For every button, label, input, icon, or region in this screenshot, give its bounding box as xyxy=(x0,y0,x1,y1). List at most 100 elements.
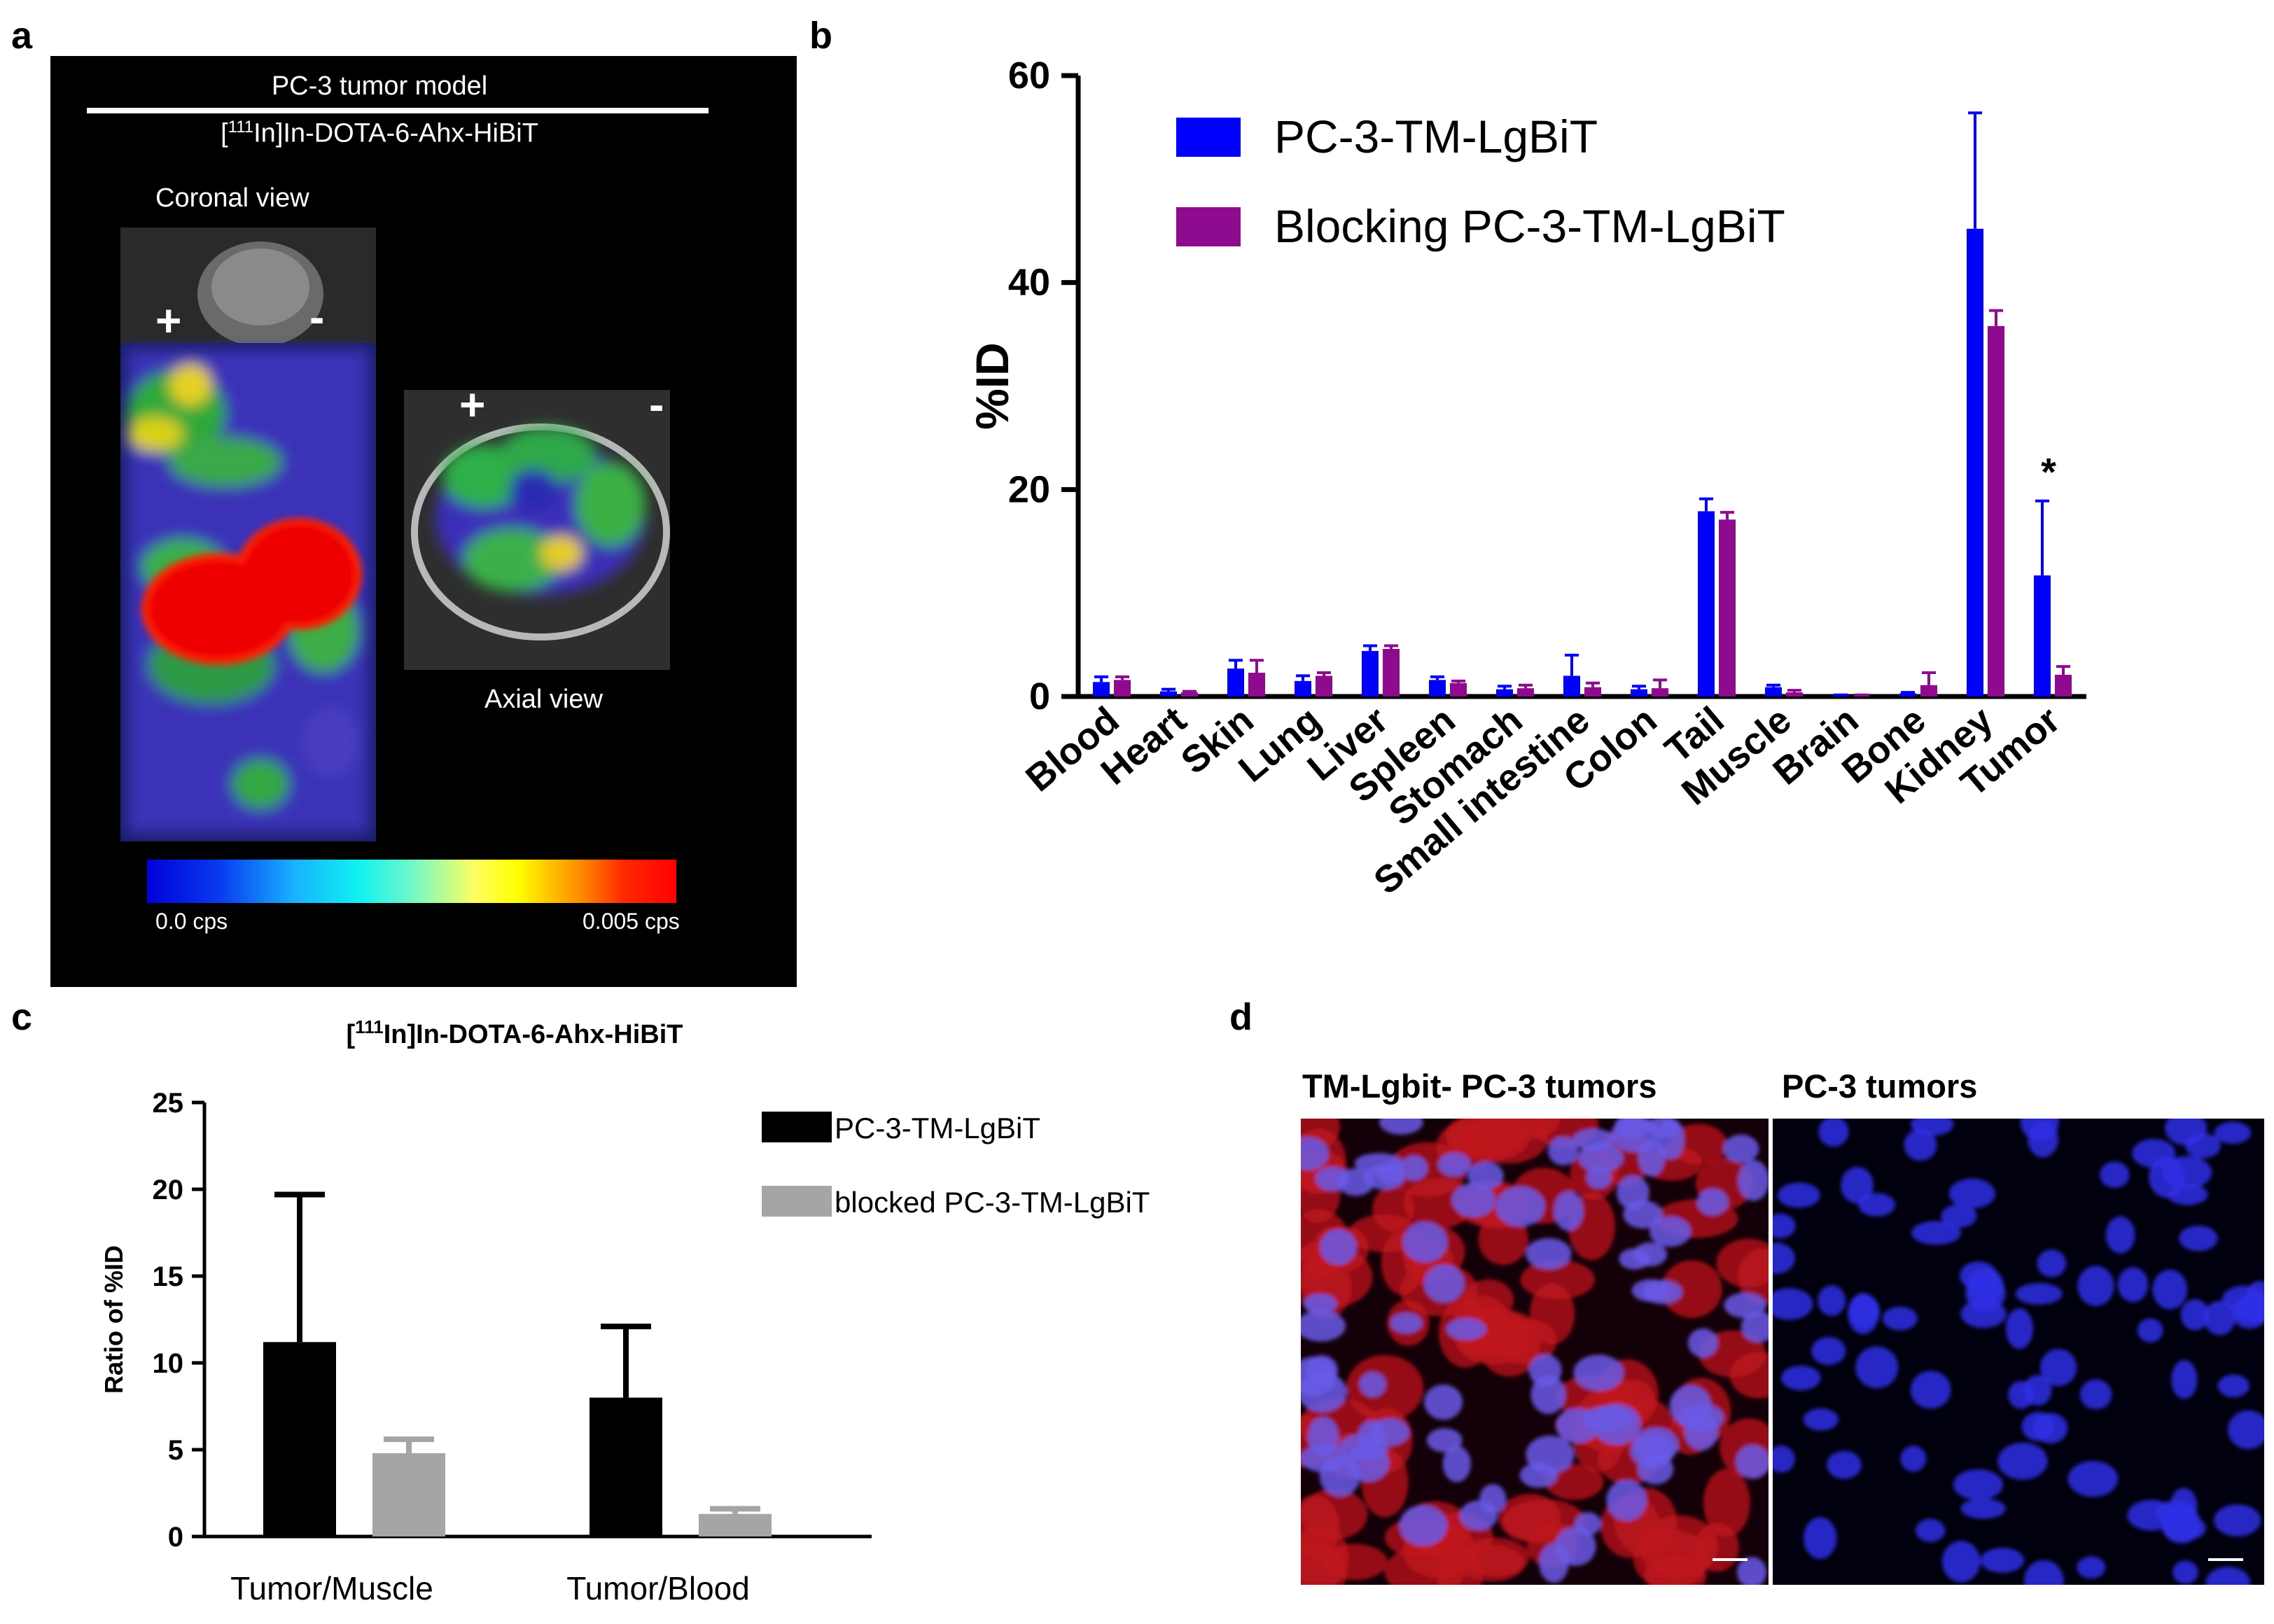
nucleus xyxy=(1495,1186,1545,1227)
nucleus xyxy=(1738,1160,1769,1201)
coronal-plus-sign: + xyxy=(155,295,181,346)
nucleus xyxy=(2162,1156,2212,1189)
nucleus xyxy=(2079,1379,2112,1410)
membrane-signal xyxy=(1545,1464,1604,1500)
nucleus xyxy=(1811,1336,1846,1366)
coronal-view-label: Coronal view xyxy=(155,183,309,213)
legend-swatch xyxy=(1176,118,1241,157)
bar xyxy=(1967,228,1983,696)
nucleus xyxy=(1530,1375,1566,1415)
bar xyxy=(1584,687,1601,696)
nucleus xyxy=(1467,1161,1504,1190)
bar xyxy=(1093,682,1110,696)
y-tick-label: 20 xyxy=(153,1175,184,1205)
x-tick-label: Tumor/Blood xyxy=(566,1570,750,1606)
nucleus xyxy=(1554,1526,1596,1567)
nucleus xyxy=(2067,1461,2119,1497)
membrane-signal xyxy=(1738,1248,1769,1305)
nucleus xyxy=(2005,1308,2033,1350)
nucleus xyxy=(1953,1469,2004,1500)
bar xyxy=(1114,680,1131,696)
nucleus xyxy=(1960,1498,2006,1519)
bar xyxy=(2034,575,2051,696)
nucleus xyxy=(1980,1548,2024,1573)
membrane-signal xyxy=(1466,1119,1549,1164)
nucleus xyxy=(1442,1446,1471,1483)
nucleus xyxy=(1592,1404,1641,1445)
nucleus xyxy=(2040,1349,2077,1387)
nucleus xyxy=(2228,1410,2264,1449)
spect-tracer-label: [111In]In-DOTA-6-Ahx-HiBiT xyxy=(221,118,538,148)
nucleus xyxy=(1649,1216,1691,1247)
nucleus xyxy=(1904,1129,1937,1161)
bar xyxy=(1362,650,1379,696)
membrane-signal xyxy=(1301,1489,1368,1540)
panel-a-label: a xyxy=(11,15,33,57)
legend-swatch xyxy=(762,1112,832,1142)
bar xyxy=(590,1397,662,1536)
nucleus xyxy=(1941,1204,1977,1228)
nucleus xyxy=(1910,1371,1951,1409)
nucleus xyxy=(1900,1446,1927,1472)
nucleus xyxy=(1684,1412,1719,1451)
nucleus xyxy=(1399,1504,1447,1546)
nucleus xyxy=(1619,1248,1651,1270)
micro-left-title: TM-Lgbit- PC-3 tumors xyxy=(1302,1068,1657,1105)
cell-nuclei xyxy=(1301,1119,1769,1585)
nucleus xyxy=(1301,1310,1346,1342)
y-tick-label: 20 xyxy=(1008,468,1050,510)
nucleus xyxy=(2214,1504,2261,1536)
legend-label: PC-3-TM-LgBiT xyxy=(1274,111,1598,162)
nucleus xyxy=(1724,1292,1766,1319)
membrane-signal xyxy=(1520,1259,1596,1300)
nucleus xyxy=(1916,1518,1946,1542)
legend-swatch xyxy=(1176,207,1241,246)
y-tick-label: 40 xyxy=(1008,262,1050,304)
cell-nuclei xyxy=(1773,1119,2264,1585)
legend-label: Blocking PC-3-TM-LgBiT xyxy=(1274,200,1785,252)
nucleus xyxy=(1818,1119,1849,1147)
nucleus xyxy=(1303,1294,1337,1315)
nucleus xyxy=(2127,1499,2175,1531)
nucleus xyxy=(2203,1301,2235,1336)
nucleus xyxy=(1573,1354,1624,1391)
membrane-signal xyxy=(1703,1469,1750,1537)
membrane-signal xyxy=(1321,1544,1388,1581)
bar xyxy=(1517,688,1534,696)
title-rule xyxy=(87,108,709,113)
nucleus xyxy=(2171,1359,2198,1399)
nucleus xyxy=(2015,1282,2063,1305)
nucleus xyxy=(1586,1166,1612,1189)
nucleus xyxy=(2172,1560,2198,1584)
axial-view-label: Axial view xyxy=(484,685,603,714)
nucleus xyxy=(1446,1318,1486,1340)
nucleus xyxy=(1773,1213,1796,1238)
x-tick-label: Tumor/Muscle xyxy=(230,1570,433,1606)
nucleus xyxy=(1459,1500,1498,1531)
nucleus xyxy=(1777,1182,1820,1208)
nucleus xyxy=(1941,1541,1981,1583)
nucleus xyxy=(1741,1311,1769,1343)
bar xyxy=(1429,680,1446,696)
nucleus xyxy=(2137,1318,2163,1343)
coronal-view-image xyxy=(120,227,376,841)
bar xyxy=(1383,648,1400,696)
bar xyxy=(1160,691,1177,696)
bar xyxy=(699,1513,772,1536)
nucleus xyxy=(2117,1267,2149,1303)
nucleus xyxy=(1773,1445,1795,1473)
y-tick-label: 60 xyxy=(1008,56,1050,97)
legend-label: PC-3-TM-LgBiT xyxy=(835,1112,1040,1144)
nucleus xyxy=(1617,1175,1649,1210)
tm-lgbit-tumor-micrograph xyxy=(1301,1119,1769,1585)
panel-b-label: b xyxy=(809,15,832,57)
panel-c-label: c xyxy=(11,996,33,1038)
nucleus xyxy=(1646,1119,1681,1138)
nucleus xyxy=(2165,1119,2207,1146)
nucleus xyxy=(1848,1293,1878,1335)
nucleus xyxy=(1554,1191,1584,1231)
panel-d-label: d xyxy=(1229,996,1253,1038)
legend-swatch xyxy=(762,1186,832,1217)
nucleus xyxy=(1818,1285,1846,1316)
significance-asterisk: * xyxy=(2041,450,2056,494)
